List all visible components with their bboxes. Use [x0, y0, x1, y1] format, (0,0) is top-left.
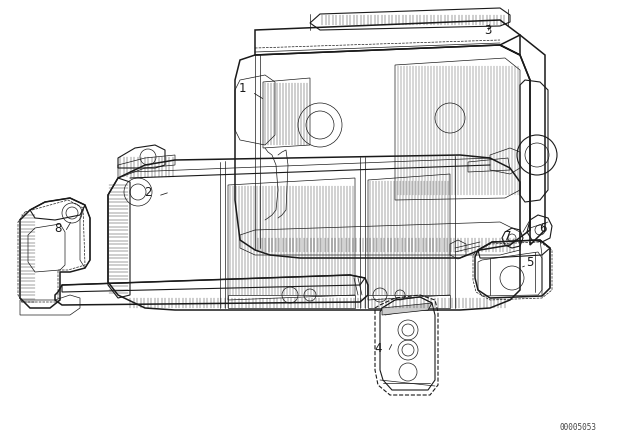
Text: 2: 2 — [144, 185, 152, 198]
Text: 8: 8 — [54, 221, 61, 234]
Text: 5: 5 — [526, 255, 534, 268]
Text: 4: 4 — [374, 341, 381, 354]
Text: 6: 6 — [540, 221, 547, 234]
Text: 00005053: 00005053 — [559, 423, 596, 432]
Text: 1: 1 — [238, 82, 246, 95]
Text: 3: 3 — [484, 23, 492, 36]
Text: 7: 7 — [504, 231, 512, 244]
Polygon shape — [382, 303, 432, 315]
